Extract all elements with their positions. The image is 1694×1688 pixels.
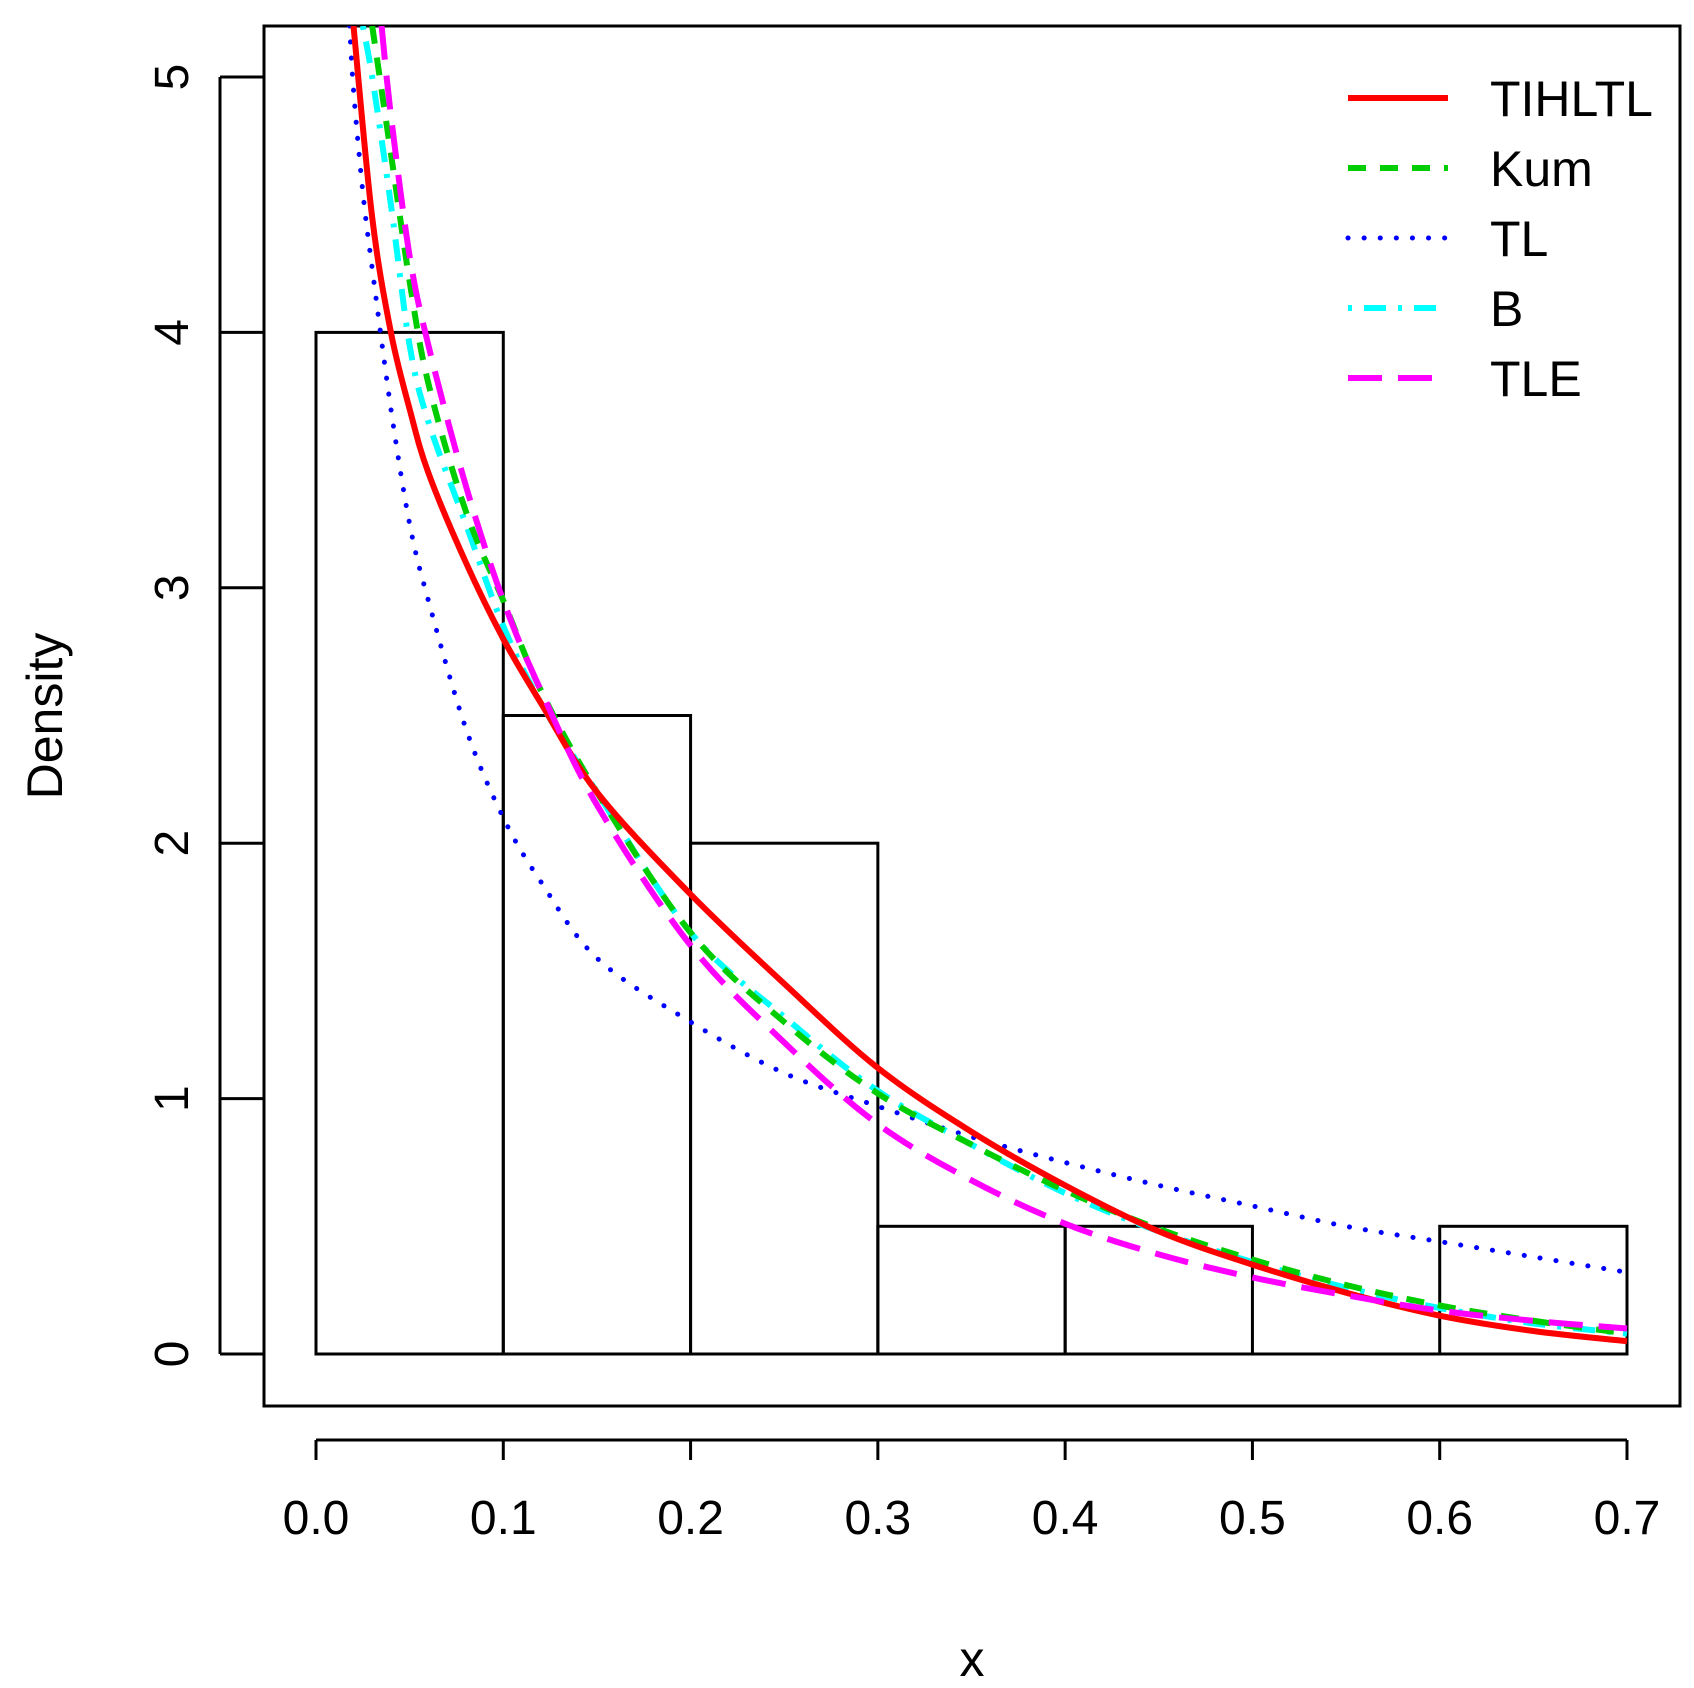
y-tick-label: 0 bbox=[146, 1341, 199, 1368]
y-tick-label: 1 bbox=[146, 1085, 199, 1112]
histogram-bar-7 bbox=[1438, 1224, 1629, 1356]
curve-b bbox=[359, 26, 1628, 1337]
curve-tihltl bbox=[350, 26, 1628, 1345]
x-tick-label: 0.2 bbox=[657, 1492, 724, 1545]
density-curves bbox=[347, 26, 1630, 1345]
histogram-bar-5 bbox=[1063, 1224, 1254, 1356]
y-tick-label: 2 bbox=[146, 830, 199, 857]
histogram-bar-4 bbox=[876, 1224, 1067, 1356]
y-axis: 0 1 2 3 4 5 bbox=[146, 64, 264, 1368]
histogram-bar-1 bbox=[314, 330, 505, 1356]
histogram-bars bbox=[314, 330, 1629, 1356]
x-tick-label: 0.5 bbox=[1219, 1492, 1286, 1545]
curve-tl bbox=[347, 26, 1630, 1275]
legend-label-b: B bbox=[1490, 281, 1523, 337]
x-tick-label: 0.7 bbox=[1594, 1492, 1661, 1545]
curve-kum bbox=[369, 26, 1628, 1337]
x-tick-label: 0.4 bbox=[1032, 1492, 1099, 1545]
y-axis-label: Density bbox=[17, 633, 73, 800]
legend-label-tle: TLE bbox=[1490, 351, 1582, 407]
x-tick-label: 0.0 bbox=[283, 1492, 350, 1545]
y-tick-label: 5 bbox=[146, 64, 199, 91]
legend: TIHLTL Kum TL B TLE bbox=[1345, 71, 1653, 407]
x-tick-label: 0.6 bbox=[1406, 1492, 1473, 1545]
histogram-bar-2 bbox=[501, 714, 693, 1356]
legend-label-tl: TL bbox=[1490, 211, 1548, 267]
x-axis: 0.0 0.1 0.2 0.3 0.4 0.5 0.6 0.7 bbox=[283, 1438, 1661, 1545]
y-tick-label: 4 bbox=[146, 319, 199, 346]
y-tick-label: 3 bbox=[146, 574, 199, 601]
x-axis-label: x bbox=[960, 1631, 985, 1687]
plot-frame bbox=[262, 24, 1682, 1408]
x-tick-label: 0.1 bbox=[470, 1492, 537, 1545]
legend-label-tihltl: TIHLTL bbox=[1490, 71, 1653, 127]
legend-label-kum: Kum bbox=[1490, 141, 1593, 197]
curve-tle bbox=[378, 26, 1628, 1332]
x-tick-label: 0.3 bbox=[844, 1492, 911, 1545]
